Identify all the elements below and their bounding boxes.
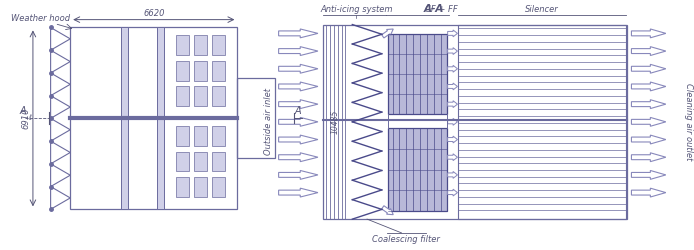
Polygon shape	[632, 118, 666, 126]
Polygon shape	[632, 100, 666, 108]
Bar	[388, 128, 447, 211]
Text: Anti-icing system: Anti-icing system	[320, 5, 393, 14]
Polygon shape	[448, 48, 457, 54]
Text: Coalescing filter: Coalescing filter	[373, 235, 440, 244]
Polygon shape	[448, 65, 457, 72]
Polygon shape	[278, 64, 318, 73]
Polygon shape	[632, 153, 666, 162]
Text: CF + FF: CF + FF	[425, 5, 458, 14]
Polygon shape	[448, 189, 457, 196]
Polygon shape	[632, 135, 666, 144]
Polygon shape	[278, 100, 318, 108]
Text: Cleaning air outlet: Cleaning air outlet	[684, 83, 693, 160]
Text: Silencer: Silencer	[525, 5, 559, 14]
Bar	[194, 152, 207, 172]
Bar	[70, 28, 237, 209]
Polygon shape	[448, 83, 457, 90]
Bar	[194, 86, 207, 106]
Bar	[212, 86, 225, 106]
Bar	[194, 126, 207, 146]
Bar	[176, 152, 189, 172]
Bar	[212, 177, 225, 197]
Bar	[194, 61, 207, 80]
Bar	[121, 28, 128, 209]
Polygon shape	[448, 30, 457, 37]
Polygon shape	[448, 154, 457, 161]
Text: 10485: 10485	[331, 110, 340, 134]
Bar	[212, 126, 225, 146]
Bar	[194, 35, 207, 55]
Polygon shape	[448, 118, 457, 125]
Polygon shape	[632, 170, 666, 179]
Bar	[157, 28, 164, 209]
Polygon shape	[278, 29, 318, 38]
Text: ℓ: ℓ	[28, 115, 31, 121]
Polygon shape	[278, 188, 318, 197]
Bar	[237, 78, 275, 158]
Polygon shape	[278, 82, 318, 91]
Bar	[388, 34, 447, 114]
Polygon shape	[632, 47, 666, 56]
Polygon shape	[448, 136, 457, 143]
Bar	[176, 126, 189, 146]
Polygon shape	[278, 47, 318, 56]
Polygon shape	[278, 170, 318, 179]
Text: A: A	[20, 106, 26, 117]
Text: 6620: 6620	[143, 9, 164, 18]
Bar	[323, 24, 627, 219]
Polygon shape	[632, 82, 666, 91]
Bar	[459, 24, 625, 219]
Bar	[212, 61, 225, 80]
Text: Weather hood: Weather hood	[11, 14, 70, 22]
Bar	[176, 86, 189, 106]
Polygon shape	[448, 172, 457, 178]
Polygon shape	[382, 29, 393, 38]
Text: Outside air inlet: Outside air inlet	[264, 88, 273, 155]
Polygon shape	[382, 206, 393, 215]
Bar	[194, 177, 207, 197]
Bar	[176, 35, 189, 55]
Polygon shape	[632, 64, 666, 73]
Polygon shape	[448, 101, 457, 107]
Bar	[176, 61, 189, 80]
Polygon shape	[278, 153, 318, 162]
Text: 6910: 6910	[22, 108, 31, 129]
Polygon shape	[632, 29, 666, 38]
Text: A: A	[294, 106, 301, 117]
Polygon shape	[278, 118, 318, 126]
Bar	[212, 35, 225, 55]
Polygon shape	[278, 135, 318, 144]
Text: A-A: A-A	[424, 4, 444, 14]
Bar	[176, 177, 189, 197]
Polygon shape	[632, 188, 666, 197]
Bar	[212, 152, 225, 172]
